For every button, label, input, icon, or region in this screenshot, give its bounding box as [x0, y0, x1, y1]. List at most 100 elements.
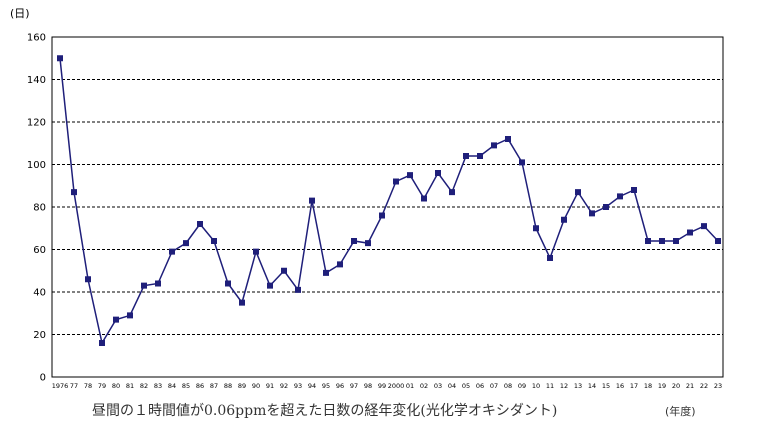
- x-tick-label: 93: [294, 382, 302, 390]
- data-point: [365, 240, 371, 247]
- data-point: [645, 238, 651, 244]
- x-axis-unit: (年度): [665, 404, 696, 418]
- x-tick-label: 03: [434, 382, 442, 390]
- x-tick-label: 99: [378, 382, 386, 390]
- x-tick-label: 82: [140, 382, 148, 390]
- x-tick-label: 23: [714, 382, 722, 390]
- x-tick-label: 18: [644, 382, 652, 390]
- data-point: [267, 282, 273, 289]
- x-tick-label: 81: [126, 382, 134, 390]
- data-point: [575, 189, 581, 196]
- x-tick-label: 89: [238, 382, 246, 390]
- data-point: [85, 276, 91, 283]
- data-point: [141, 282, 147, 289]
- data-point: [715, 238, 721, 244]
- data-point: [169, 248, 175, 255]
- x-tick-label: 78: [84, 382, 92, 390]
- x-tick-label: 20: [672, 382, 680, 390]
- y-tick-label: 60: [33, 245, 46, 256]
- x-tick-label: 80: [112, 382, 120, 390]
- x-tick-label: 09: [518, 382, 526, 390]
- x-tick-label: 88: [224, 382, 232, 390]
- series-markers: [57, 55, 721, 346]
- data-point: [155, 280, 161, 287]
- y-tick-label: 20: [33, 330, 46, 341]
- data-point: [281, 267, 287, 274]
- x-tick-label: 12: [560, 382, 568, 390]
- data-point: [659, 238, 665, 244]
- data-point: [589, 210, 595, 217]
- x-tick-label: 13: [574, 382, 582, 390]
- x-tick-label: 77: [70, 382, 78, 390]
- x-tick-label: 02: [420, 382, 428, 390]
- x-tick-label: 14: [588, 382, 596, 390]
- data-point: [421, 195, 427, 202]
- x-tick-label: 83: [154, 382, 162, 390]
- data-point: [547, 255, 553, 261]
- x-tick-label: 17: [630, 382, 638, 390]
- x-tick-label: 1976: [52, 382, 69, 390]
- chart-title: 昼間の１時間値が0.06ppmを超えた日数の経年変化(光化学オキシダント): [92, 402, 557, 419]
- x-tick-label: 22: [700, 382, 708, 390]
- data-point: [449, 189, 455, 196]
- data-point: [519, 159, 525, 166]
- data-point: [309, 197, 315, 204]
- data-point: [687, 229, 693, 236]
- data-point: [631, 187, 637, 193]
- data-point: [561, 216, 567, 223]
- data-point: [239, 299, 245, 306]
- y-axis-unit: (日): [10, 7, 30, 20]
- data-point: [379, 212, 385, 219]
- x-tick-label: 97: [350, 382, 358, 390]
- y-tick-label: 80: [33, 203, 46, 214]
- data-point: [211, 238, 217, 244]
- x-tick-label: 91: [266, 382, 274, 390]
- data-point: [603, 204, 609, 210]
- x-tick-label: 95: [322, 382, 330, 390]
- x-tick-label: 92: [280, 382, 288, 390]
- x-tick-label: 85: [182, 382, 190, 390]
- x-tick-label: 98: [364, 382, 372, 390]
- data-point: [253, 248, 259, 255]
- y-axis-ticks: 0 20 40 60 80 100 120 140 160: [27, 33, 46, 384]
- x-tick-label: 04: [448, 382, 456, 390]
- x-tick-label: 05: [462, 382, 470, 390]
- data-point: [407, 172, 413, 179]
- data-point: [351, 238, 357, 244]
- data-point: [323, 269, 329, 276]
- data-point: [71, 189, 77, 196]
- x-tick-label: 94: [308, 382, 316, 390]
- x-tick-label: 2000: [388, 382, 405, 390]
- x-tick-label: 01: [406, 382, 414, 390]
- x-tick-label: 15: [602, 382, 610, 390]
- x-tick-label: 96: [336, 382, 344, 390]
- x-tick-label: 87: [210, 382, 218, 390]
- x-tick-label: 06: [476, 382, 484, 390]
- data-point: [533, 225, 539, 232]
- data-point: [617, 193, 623, 200]
- x-tick-label: 07: [490, 382, 498, 390]
- y-tick-label: 100: [27, 160, 46, 171]
- y-tick-label: 0: [40, 373, 46, 384]
- data-point: [127, 312, 133, 319]
- data-point: [505, 136, 511, 142]
- gridlines: [52, 79, 723, 335]
- x-tick-label: 21: [686, 382, 694, 390]
- data-point: [463, 153, 469, 159]
- data-point: [393, 178, 399, 185]
- data-point: [99, 340, 105, 346]
- x-tick-label: 08: [504, 382, 512, 390]
- data-point: [337, 261, 343, 268]
- x-tick-label: 16: [616, 382, 624, 390]
- x-tick-label: 84: [168, 382, 176, 390]
- y-tick-label: 120: [27, 118, 46, 129]
- data-point: [295, 286, 301, 293]
- x-tick-label: 11: [546, 382, 554, 390]
- x-tick-label: 10: [532, 382, 540, 390]
- x-axis-ticks: 1976 77 78 79 80 81 82 83 84 85 86 87 88 89 90 91 92 93 94…: [52, 382, 722, 390]
- data-point: [673, 238, 679, 244]
- data-point: [183, 240, 189, 247]
- y-tick-label: 140: [27, 75, 46, 86]
- data-point: [701, 223, 707, 230]
